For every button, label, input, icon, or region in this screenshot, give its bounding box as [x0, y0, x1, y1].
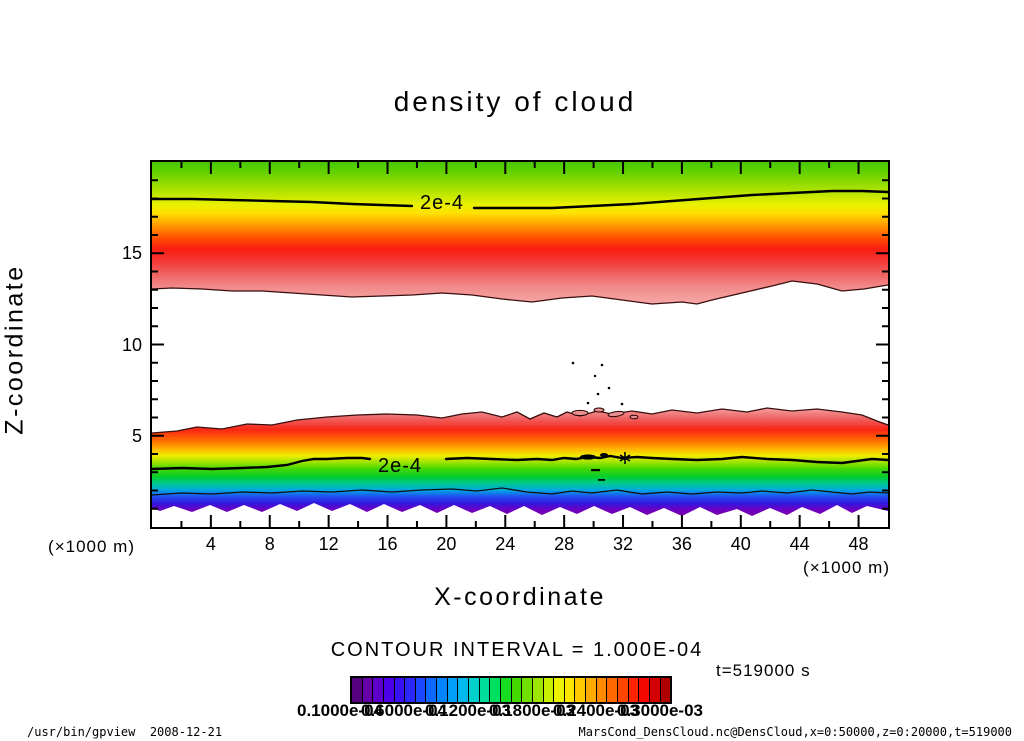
- colorbar-segment: [532, 678, 544, 702]
- colorbar-segment: [639, 678, 650, 702]
- chart-title: density of cloud: [393, 86, 637, 117]
- y-tick-label: 15: [121, 243, 142, 264]
- x-tick-label: 36: [671, 534, 692, 554]
- colorbar-segment: [362, 678, 374, 702]
- colorbar-segment: [352, 678, 363, 702]
- x-axis-unit-label: (×1000 m): [803, 558, 890, 577]
- colorbar-segment: [437, 678, 448, 702]
- colorbar-segment: [660, 678, 671, 702]
- colorbar-tick-label: 0.1000e-04: [296, 701, 384, 720]
- colorbar-segment: [596, 678, 608, 702]
- contour-1e4-lower: [152, 487, 888, 496]
- colorbar-segment: [543, 678, 555, 702]
- x-tick-label: 40: [730, 534, 751, 554]
- contour-2e4-lower-left: [152, 456, 372, 471]
- colorbar-segment: [575, 678, 587, 702]
- contour-plot: 2e-4 2e-4: [152, 162, 888, 527]
- upper-cloud-band: [152, 162, 888, 304]
- contour-interval-text: CONTOUR INTERVAL = 1.000E-04: [330, 639, 704, 661]
- contour-2e4-upper-left: [152, 197, 414, 208]
- colorbar-segment: [618, 678, 629, 702]
- axis-ticks: [152, 162, 888, 527]
- x-tick-label: 4: [205, 534, 216, 554]
- colorbar-tick-label: 0.1200e-03: [424, 701, 512, 720]
- colorbar: [350, 676, 672, 704]
- x-tick-label: 24: [495, 534, 516, 554]
- colorbar-tick-label: 0.2400e-03: [552, 701, 640, 720]
- colorbar-segment: [479, 678, 491, 702]
- contour-label-upper: 2e-4: [420, 192, 464, 214]
- contour-2e4-upper-right: [472, 189, 888, 210]
- colorbar-tick-label: 0.6000e-04: [360, 701, 448, 720]
- colorbar-segment: [394, 678, 406, 702]
- footer-command: /usr/bin/gpview 2008-12-21: [27, 725, 223, 739]
- colorbar-segment: [522, 678, 533, 702]
- colorbar-segment: [469, 678, 480, 702]
- time-label: t=519000 s: [716, 661, 811, 680]
- colorbar-segment: [628, 678, 640, 702]
- colorbar-segment: [564, 678, 576, 702]
- contour-fragments: [571, 361, 639, 481]
- colorbar-segment: [383, 678, 395, 702]
- colorbar-segment: [500, 678, 512, 702]
- upper-band-lower-boundary: [152, 280, 888, 305]
- y-tick-label: 10: [121, 334, 142, 355]
- colorbar-segment: [405, 678, 416, 702]
- colorbar-segment: [554, 678, 565, 702]
- colorbar-segment: [373, 678, 384, 702]
- colorbar-segment: [458, 678, 470, 702]
- y-tick-label: 5: [131, 425, 142, 446]
- contour-2e4-lower-right: [444, 454, 888, 465]
- x-tick-label: 8: [264, 534, 275, 554]
- x-tick-label: 48: [848, 534, 869, 554]
- x-tick-label: 44: [789, 534, 810, 554]
- colorbar-segment: [649, 678, 661, 702]
- contour-label-lower: 2e-4: [378, 455, 422, 477]
- colorbar-segment: [426, 678, 438, 702]
- x-axis-title: X-coordinate: [434, 583, 606, 611]
- colorbar-tick-label: 0.3000e-03: [616, 701, 704, 720]
- colorbar-segment: [415, 678, 427, 702]
- y-axis-title: Z-coordinate: [0, 264, 29, 435]
- x-tick-label: 12: [318, 534, 339, 554]
- lower-band-top-boundary: [152, 407, 888, 434]
- asterisk-marker: [619, 452, 631, 464]
- plot-frame: 2e-4 2e-4: [150, 160, 890, 529]
- colorbar-segment: [511, 678, 523, 702]
- x-tick-label: 32: [613, 534, 634, 554]
- x-tick-label: 28: [554, 534, 575, 554]
- lower-cloud-band: [152, 408, 888, 516]
- colorbar-segment: [607, 678, 619, 702]
- footer-dataset: MarsCond_DensCloud.nc@DensCloud,x=0:5000…: [578, 725, 1012, 739]
- x-tick-label: 20: [436, 534, 457, 554]
- x-tick-label: 16: [377, 534, 398, 554]
- colorbar-tick-label: 0.1800e-03: [488, 701, 576, 720]
- colorbar-segment: [490, 678, 501, 702]
- colorbar-segment: [447, 678, 459, 702]
- y-axis-unit-label: (×1000 m): [48, 537, 135, 556]
- colorbar-segment: [586, 678, 597, 702]
